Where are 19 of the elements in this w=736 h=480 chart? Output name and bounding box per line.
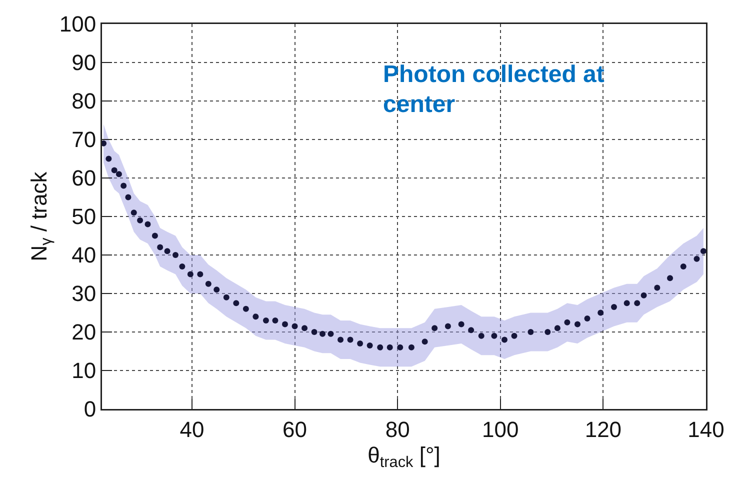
x-tick-label: 80 xyxy=(385,416,410,442)
y-tick-label: 0 xyxy=(84,396,96,422)
y-tick-label: 70 xyxy=(72,127,96,152)
y-tick-label: 60 xyxy=(72,166,96,191)
x-axis-title: θ$_{track}$ [°] xyxy=(368,442,440,472)
y-tick-label: 40 xyxy=(72,242,96,268)
x-tick-label: 140 xyxy=(688,416,724,442)
x-tick-label: 40 xyxy=(180,416,204,442)
annotation: Photon collected at center xyxy=(383,60,606,120)
y-tick-label: 30 xyxy=(72,281,96,306)
y-tick-label: 90 xyxy=(72,50,96,76)
y-tick-label: 80 xyxy=(72,88,96,114)
y-tick-label: 100 xyxy=(59,12,96,37)
x-tick-label: 100 xyxy=(482,416,519,442)
x-tick-label: 60 xyxy=(282,416,308,442)
y-tick-label: 20 xyxy=(72,320,96,345)
x-tick-label: 120 xyxy=(584,416,622,442)
y-tick-label: 50 xyxy=(72,204,96,230)
y-tick-label: 10 xyxy=(72,358,96,384)
